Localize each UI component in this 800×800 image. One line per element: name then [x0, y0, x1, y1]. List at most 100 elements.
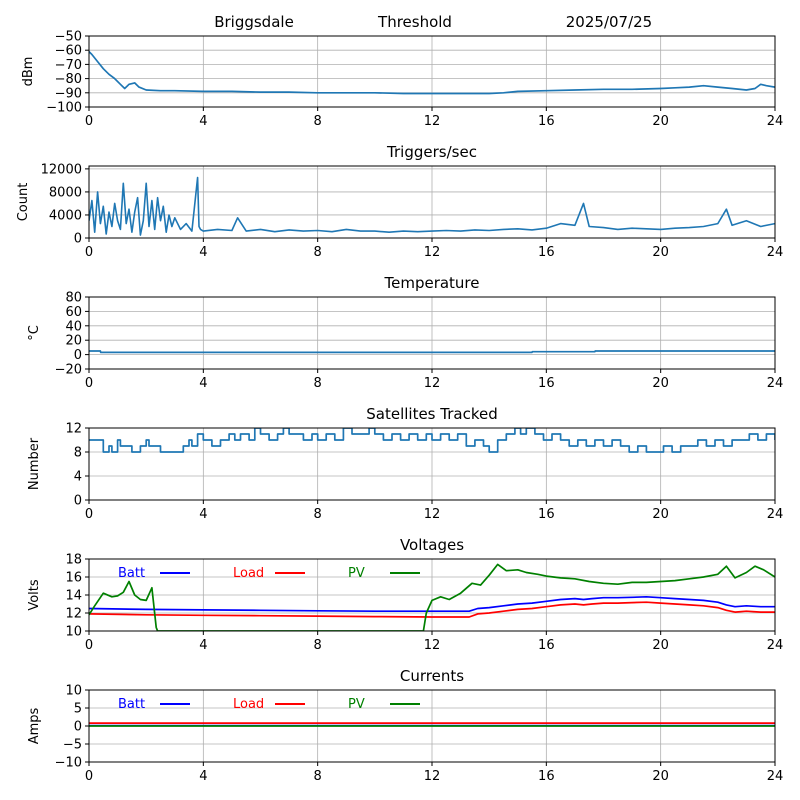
chart-title: Triggers/sec: [386, 143, 477, 161]
y-tick-label: −80: [55, 72, 82, 87]
x-tick-label: 12: [424, 114, 441, 129]
x-tick-label: 12: [424, 769, 441, 784]
x-tick-label: 0: [85, 507, 93, 522]
y-axis-label: Amps: [27, 707, 42, 744]
x-tick-label: 8: [314, 638, 322, 653]
x-tick-label: 20: [652, 376, 669, 391]
y-tick-label: 14: [65, 589, 82, 604]
y-tick-label: 60: [65, 305, 82, 320]
y-tick-label: 18: [65, 553, 82, 568]
chart-title: Satellites Tracked: [366, 405, 497, 423]
x-tick-label: 24: [767, 376, 784, 391]
header-mode: Threshold: [377, 13, 452, 31]
x-tick-label: 24: [767, 245, 784, 260]
x-tick-label: 20: [652, 507, 669, 522]
x-tick-label: 0: [85, 114, 93, 129]
x-tick-label: 0: [85, 769, 93, 784]
y-tick-label: −100: [46, 101, 82, 116]
series-group: [89, 722, 775, 727]
x-tick-label: 4: [199, 376, 207, 391]
y-axis-label: Volts: [27, 579, 42, 611]
series-line: [89, 428, 775, 453]
y-tick-label: 5: [74, 702, 82, 717]
x-tick-label: 12: [424, 245, 441, 260]
x-tick-label: 0: [85, 638, 93, 653]
series-line-batt: [89, 595, 775, 613]
x-tick-label: 20: [652, 638, 669, 653]
chart-title: Temperature: [383, 274, 479, 292]
x-tick-label: 20: [652, 245, 669, 260]
series-line-pv: [89, 563, 775, 631]
legend-label-load: Load: [233, 566, 264, 581]
x-tick-label: 24: [767, 638, 784, 653]
chart-satellites: 0 4 8 12 16 20 24 0 4 8 12 Satellites Tracked Number: [27, 405, 783, 522]
chart-threshold: 0 4 8 12 16 20 24 −100−90−80−70−60−50 dBm: [21, 30, 783, 130]
y-tick-label: 0: [74, 720, 82, 735]
x-tick-label: 4: [199, 769, 207, 784]
y-tick-label: −50: [55, 30, 82, 45]
series-group: [89, 50, 775, 95]
chart-title: Voltages: [400, 536, 464, 554]
y-tick-label: 4000: [49, 208, 82, 223]
series-line: [89, 350, 775, 354]
x-tick-label: 0: [85, 376, 93, 391]
y-tick-label: −10: [55, 756, 82, 771]
y-tick-label: −60: [55, 44, 82, 59]
x-tick-label: 16: [538, 376, 555, 391]
legend-label-batt: Batt: [118, 566, 145, 581]
x-tick-label: 16: [538, 114, 555, 129]
x-tick-label: 4: [199, 245, 207, 260]
x-tick-label: 8: [314, 376, 322, 391]
y-tick-label: 12: [65, 607, 82, 622]
header-date: 2025/07/25: [566, 13, 652, 31]
series-line: [89, 50, 775, 95]
x-tick-label: 8: [314, 769, 322, 784]
legend-label-load: Load: [233, 697, 264, 712]
series-line-load: [89, 601, 775, 618]
y-tick-label: 8000: [49, 185, 82, 200]
y-axis-label: °C: [27, 325, 42, 341]
x-tick-label: 16: [538, 638, 555, 653]
y-tick-label: 10: [65, 625, 82, 640]
y-tick-label: 80: [65, 291, 82, 306]
y-tick-label: 20: [65, 334, 82, 349]
y-tick-label: −70: [55, 58, 82, 73]
x-tick-label: 24: [767, 507, 784, 522]
y-tick-label: 4: [74, 470, 82, 485]
series-group: [89, 428, 775, 453]
chart-title: Currents: [400, 667, 464, 685]
x-tick-label: 20: [652, 769, 669, 784]
legend-label-batt: Batt: [118, 697, 145, 712]
series-group: [89, 563, 775, 631]
x-tick-label: 12: [424, 638, 441, 653]
y-tick-label: 0: [74, 348, 82, 363]
legend-label-pv: PV: [348, 566, 365, 581]
y-tick-label: 40: [65, 319, 82, 334]
x-tick-label: 16: [538, 245, 555, 260]
y-tick-label: 12: [65, 422, 82, 437]
x-tick-label: 12: [424, 507, 441, 522]
chart-triggers: 0 4 8 12 16 20 24 0 4000 8000 12000 Triggers/sec Cou…: [16, 143, 783, 260]
y-tick-label: 0: [74, 232, 82, 247]
chart-voltages: 0 4 8 12 16 20 24 10 12 14 16 18 Voltages Volts Batt Lo…: [27, 536, 783, 653]
y-tick-label: −5: [63, 738, 82, 753]
x-tick-label: 24: [767, 114, 784, 129]
y-tick-label: 0: [74, 494, 82, 509]
y-tick-label: 12000: [41, 162, 82, 177]
x-tick-label: 12: [424, 376, 441, 391]
x-tick-label: 8: [314, 507, 322, 522]
x-tick-label: 4: [199, 507, 207, 522]
y-tick-label: 10: [65, 684, 82, 699]
y-tick-label: −90: [55, 86, 82, 101]
y-axis-label: Number: [27, 437, 42, 490]
x-tick-label: 16: [538, 769, 555, 784]
y-tick-label: 16: [65, 571, 82, 586]
y-axis-label: dBm: [21, 57, 36, 87]
x-tick-label: 0: [85, 245, 93, 260]
series-group: [89, 176, 775, 236]
series-group: [89, 350, 775, 354]
x-tick-label: 4: [199, 638, 207, 653]
